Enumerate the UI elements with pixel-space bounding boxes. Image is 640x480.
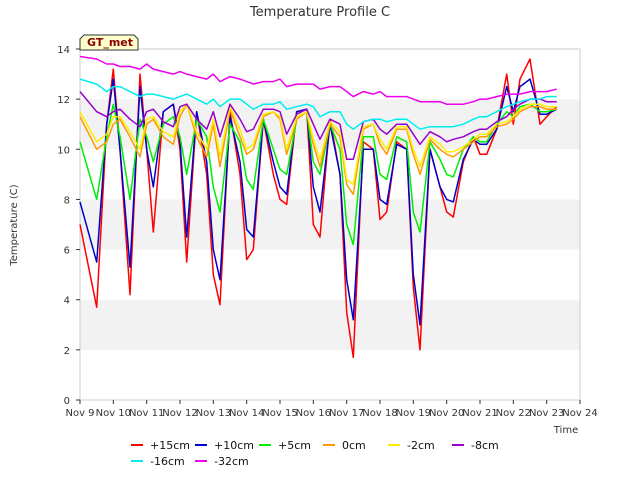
site-badge-box — [79, 34, 139, 51]
x-tick-label: Nov 20 — [429, 408, 464, 419]
legend-label: -8cm — [471, 439, 499, 452]
x-axis-title: Time — [553, 425, 578, 436]
x-tick-label: Nov 19 — [396, 408, 431, 419]
x-tick-label: Nov 15 — [262, 408, 297, 419]
y-axis-ticks: 0 2 4 6 8 10 12 14 — [57, 45, 80, 407]
y-tick-label: 12 — [57, 95, 70, 106]
x-tick-label: Nov 24 — [562, 408, 597, 419]
y-tick-label: 6 — [64, 246, 70, 257]
plot-background-bands — [80, 49, 580, 400]
legend-label: +15cm — [150, 439, 190, 452]
x-tick-label: Nov 13 — [196, 408, 231, 419]
legend-label: 0cm — [342, 439, 366, 452]
x-tick-label: Nov 9 — [65, 408, 94, 419]
series-line-5cm — [79, 103, 557, 246]
series-line-2cm — [79, 103, 557, 186]
site-badge-label: GT_met — [87, 36, 133, 49]
x-tick-label: Nov 12 — [162, 408, 197, 419]
grid-band — [80, 299, 580, 350]
x-tick-label: Nov 16 — [296, 408, 331, 419]
y-tick-label: 10 — [57, 145, 70, 156]
series-line-8cm — [79, 91, 557, 161]
grid-band — [80, 199, 580, 250]
series-line-16cm — [79, 78, 557, 130]
x-tick-label: Nov 18 — [362, 408, 397, 419]
x-tick-label: Nov 14 — [229, 408, 264, 419]
x-tick-label: Nov 10 — [96, 408, 131, 419]
y-tick-label: 14 — [57, 45, 70, 56]
y-tick-label: 2 — [64, 346, 70, 357]
series-lines — [79, 55, 558, 359]
x-tick-label: Nov 21 — [462, 408, 497, 419]
series-line-10cm — [79, 78, 558, 326]
legend-label: -2cm — [407, 439, 435, 452]
legend-label: +10cm — [214, 439, 254, 452]
x-tick-label: Nov 23 — [529, 408, 564, 419]
legend-label: -32cm — [214, 455, 249, 468]
legend-label: -16cm — [150, 455, 185, 468]
y-axis-title: Temperature (C) — [9, 184, 20, 266]
legend-label: +5cm — [278, 439, 311, 452]
x-tick-label: Nov 17 — [329, 408, 364, 419]
series-line-0cm — [79, 103, 557, 196]
x-tick-label: Nov 11 — [129, 408, 164, 419]
chart-title: Temperature Profile C — [249, 5, 390, 20]
site-badge: GT_met — [79, 34, 139, 51]
grid-band — [80, 249, 580, 300]
grid-band — [80, 349, 580, 400]
y-tick-label: 4 — [64, 296, 70, 307]
grid-band — [80, 49, 580, 100]
grid-band — [80, 149, 580, 200]
series-line-32cm — [79, 55, 557, 105]
y-tick-label: 0 — [64, 396, 70, 407]
x-tick-label: Nov 22 — [496, 408, 531, 419]
legend: +15cm +10cm +5cm 0cm -2cm -8cm -16cm -32cm — [131, 439, 499, 468]
y-tick-label: 8 — [64, 195, 70, 206]
